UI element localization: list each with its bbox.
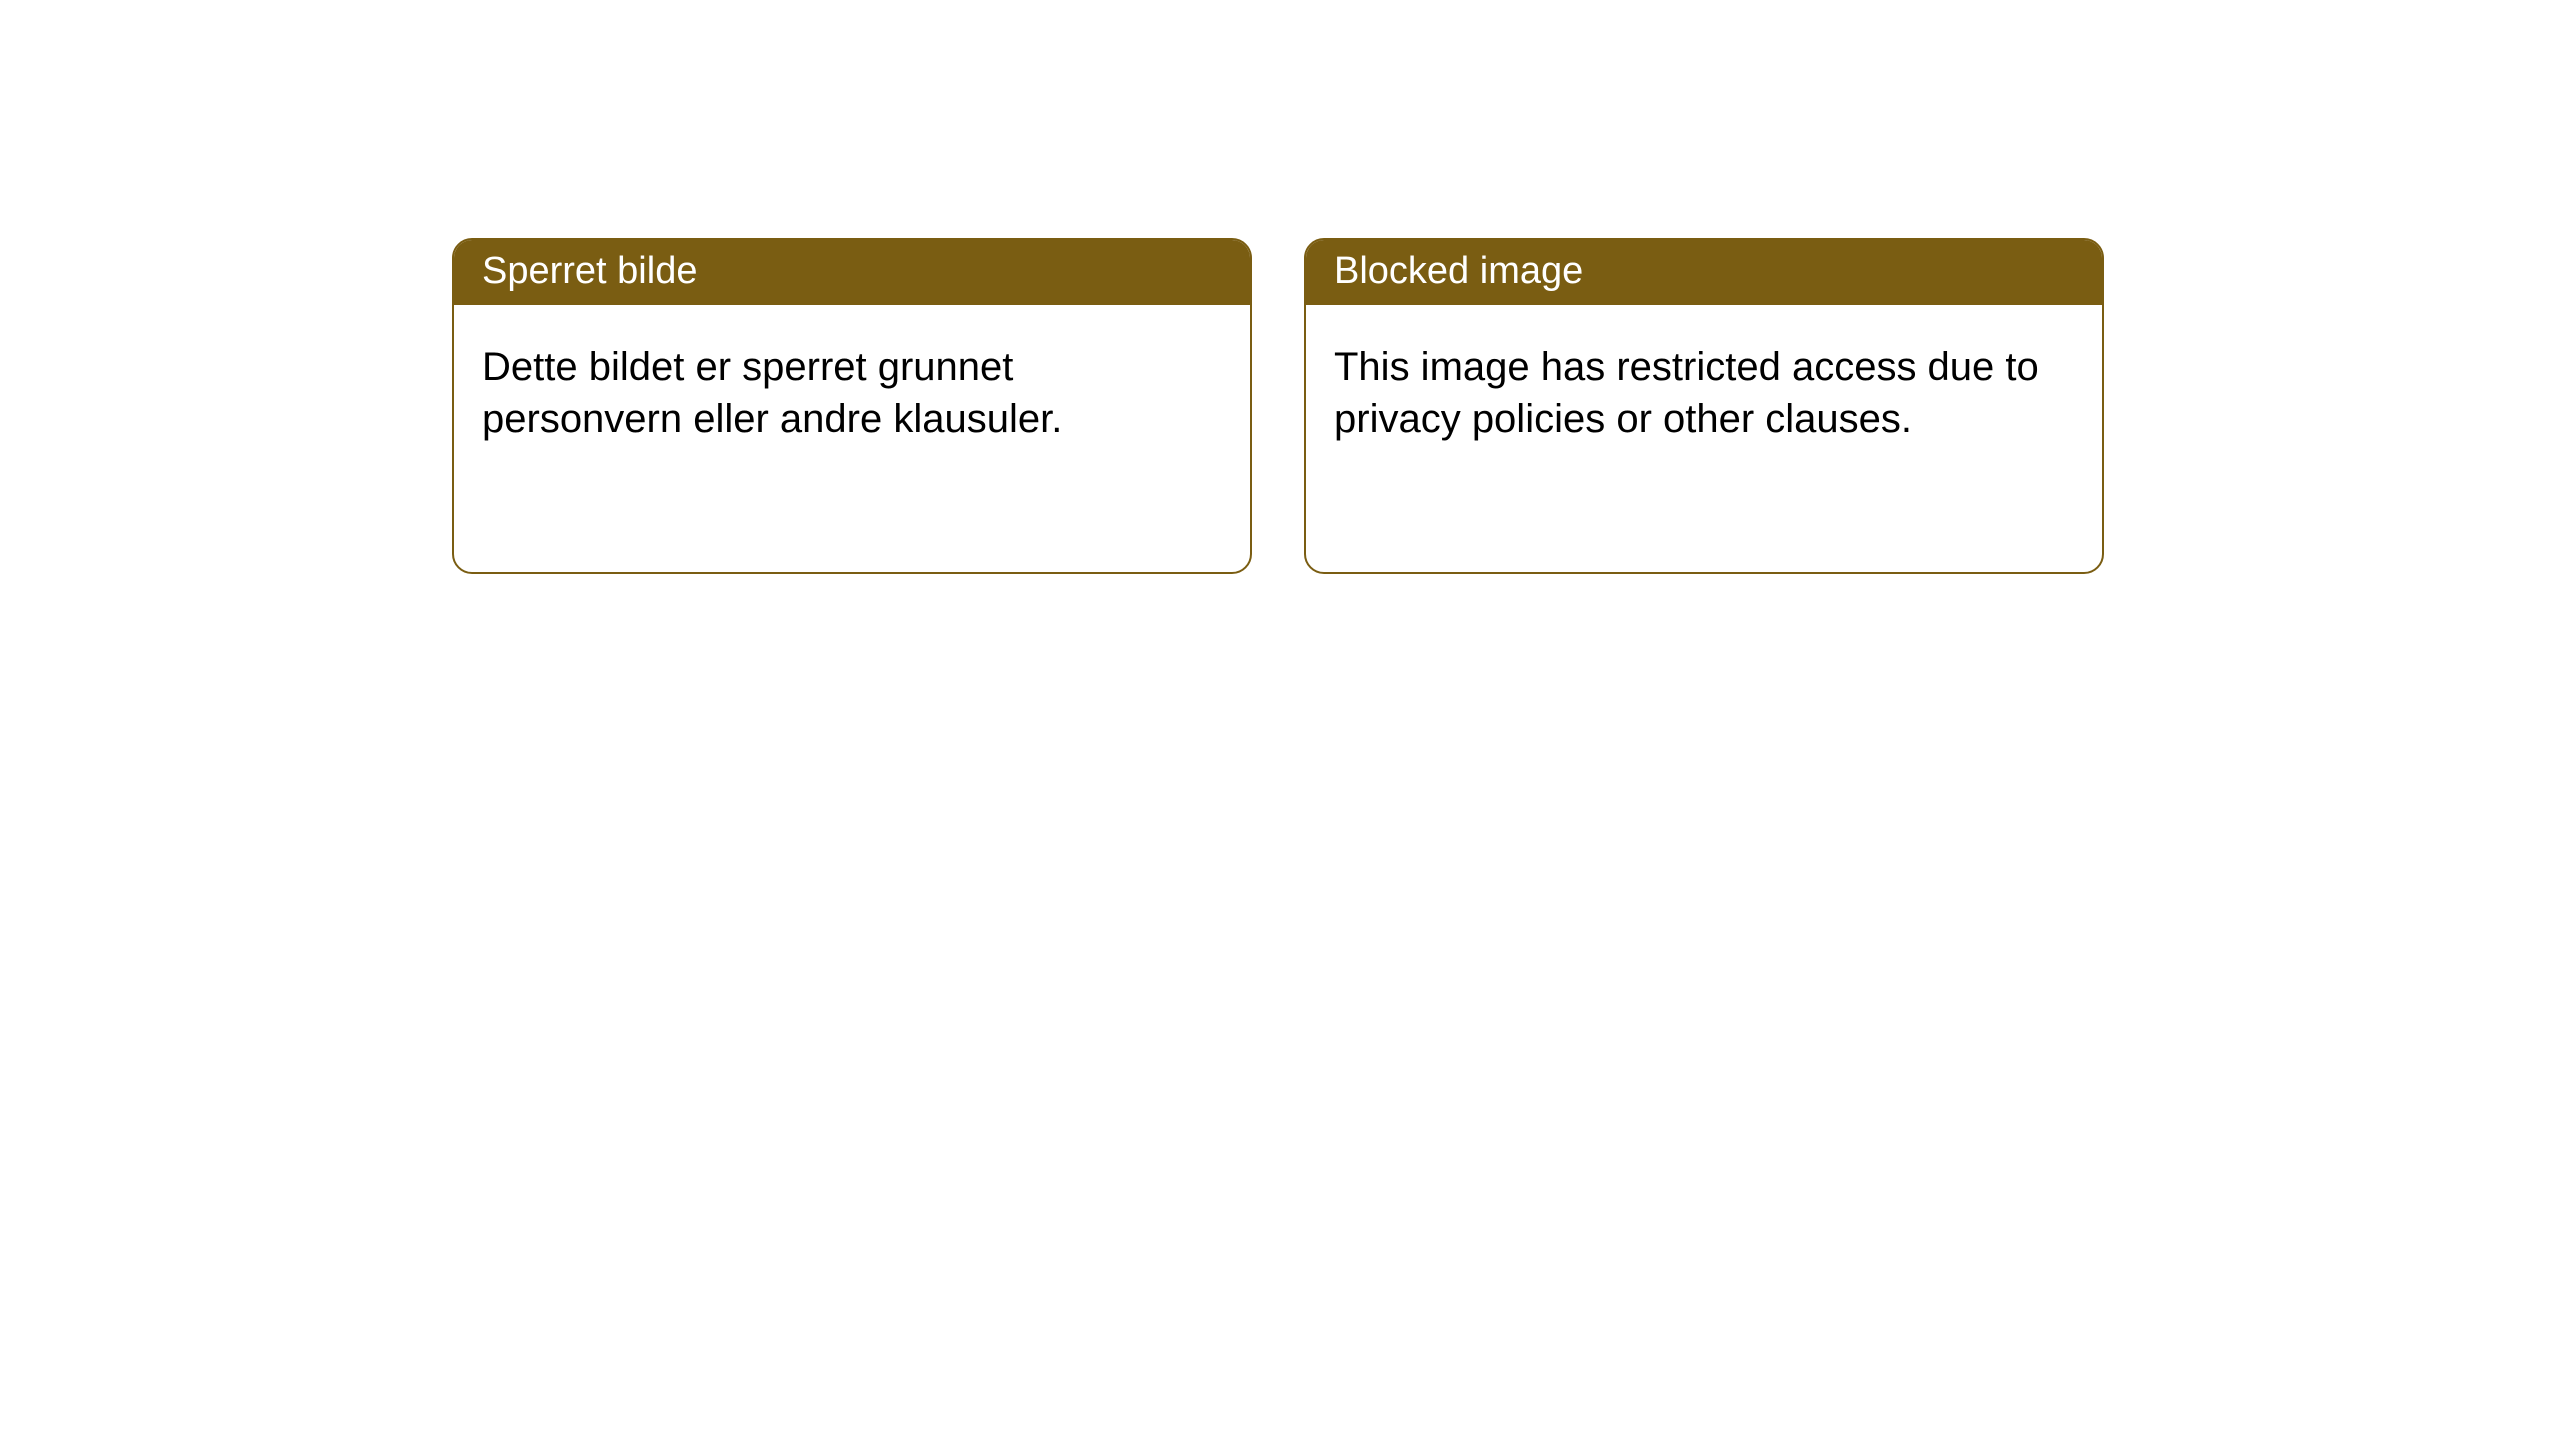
card-header: Blocked image xyxy=(1306,240,2102,305)
cards-container: Sperret bilde Dette bildet er sperret gr… xyxy=(452,238,2104,574)
blocked-image-card-en: Blocked image This image has restricted … xyxy=(1304,238,2104,574)
card-header: Sperret bilde xyxy=(454,240,1250,305)
card-body: This image has restricted access due to … xyxy=(1306,305,2102,481)
blocked-image-card-no: Sperret bilde Dette bildet er sperret gr… xyxy=(452,238,1252,574)
card-body: Dette bildet er sperret grunnet personve… xyxy=(454,305,1250,481)
